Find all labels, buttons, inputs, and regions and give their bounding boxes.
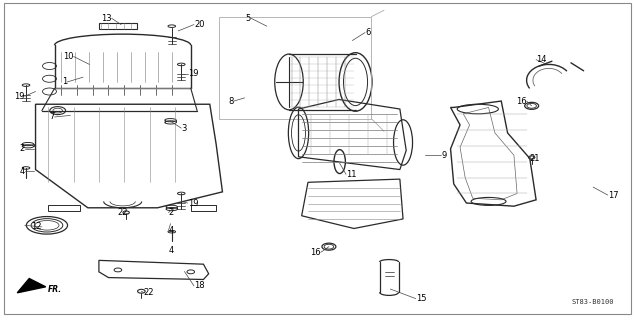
Text: 22: 22 [117, 208, 128, 217]
Text: 22: 22 [144, 288, 154, 297]
Text: 4: 4 [169, 226, 174, 235]
Text: 15: 15 [416, 294, 426, 303]
Text: 17: 17 [608, 190, 618, 200]
Text: 19: 19 [14, 92, 25, 101]
Text: 1: 1 [62, 77, 67, 86]
Text: 18: 18 [194, 281, 204, 290]
Text: 16: 16 [516, 97, 526, 106]
Text: 20: 20 [194, 20, 204, 29]
Polygon shape [17, 278, 46, 293]
Text: 11: 11 [346, 170, 356, 179]
Text: 16: 16 [310, 248, 321, 257]
Text: 7: 7 [49, 113, 55, 122]
Text: 8: 8 [229, 97, 234, 106]
Text: 12: 12 [31, 222, 42, 231]
Text: FR.: FR. [48, 284, 62, 293]
Text: 14: 14 [536, 55, 547, 64]
Text: ST83-B0100: ST83-B0100 [572, 299, 615, 305]
Text: 3: 3 [181, 124, 187, 132]
Text: 13: 13 [101, 14, 112, 23]
Text: 5: 5 [246, 14, 251, 23]
Text: 2: 2 [20, 144, 25, 153]
Text: 19: 19 [187, 198, 198, 207]
Text: 6: 6 [365, 28, 370, 37]
Text: 19: 19 [187, 69, 198, 78]
Text: 9: 9 [441, 151, 446, 160]
Text: 21: 21 [530, 154, 540, 163]
Text: 2: 2 [169, 208, 174, 217]
Text: 4: 4 [169, 246, 174, 255]
Text: 4: 4 [20, 167, 25, 176]
Text: 10: 10 [63, 52, 74, 61]
